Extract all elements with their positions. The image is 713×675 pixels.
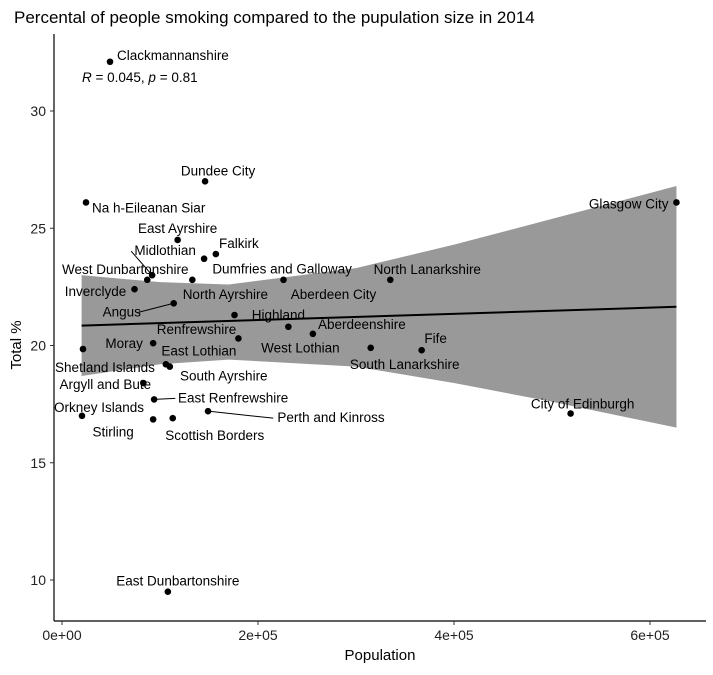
point-label: East Ayrshire [138, 221, 217, 236]
point-label: Stirling [93, 424, 134, 439]
data-point [169, 414, 177, 422]
point-label: Aberdeenshire [318, 317, 406, 332]
data-point [280, 276, 287, 284]
correlation-annotation: R = 0.045, p = 0.81 [82, 70, 198, 85]
regression-line [81, 305, 677, 327]
data-point [201, 178, 209, 185]
y-tick-label: 15 [30, 455, 46, 471]
y-tick-label: 10 [30, 572, 46, 588]
point-label: Dundee City [181, 163, 256, 178]
label-leader-line [138, 302, 174, 313]
point-label: South Lanarkshire [350, 357, 460, 372]
x-tick-label: 6e+05 [630, 627, 670, 643]
point-label: Midlothian [134, 243, 196, 258]
point-label: Falkirk [219, 236, 259, 251]
data-point [106, 58, 114, 66]
point-label: North Ayrshire [183, 287, 268, 302]
data-point [212, 250, 220, 258]
y-axis-label: Total % [8, 320, 25, 369]
point-label: Highland [252, 308, 305, 323]
p-symbol: p [147, 70, 156, 85]
point-label: Fife [424, 331, 447, 346]
point-label: East Dunbartonshire [116, 574, 239, 589]
data-point [78, 412, 86, 420]
point-label: West Lothian [261, 340, 340, 355]
data-point [285, 323, 292, 331]
point-label: Na h-Eileanan Siar [92, 200, 206, 215]
r-symbol: R [82, 70, 92, 85]
data-point [174, 236, 181, 244]
confidence-band-layer [81, 186, 677, 428]
chart-title: Percental of people smoking compared to … [14, 8, 535, 27]
label-leader-line [207, 410, 274, 419]
point-label: Glasgow City [589, 196, 669, 211]
point-label: Argyll and Bute [60, 377, 152, 392]
data-point [79, 345, 87, 353]
point-label: Renfrewshire [157, 322, 237, 337]
point-labels-layer: Clackmannanshire Na h-Eileanan Siar Dundee… [54, 48, 669, 589]
p-value: = 0.81 [156, 70, 198, 85]
axis-ticks: 0e+00 2e+05 4e+05 6e+05 10 15 20 25 30 [30, 103, 669, 643]
data-point [82, 199, 90, 206]
point-label: West Dunbartonshire [62, 262, 189, 277]
point-label: Angus [103, 304, 142, 319]
point-label: Aberdeen City [291, 287, 377, 302]
data-point [143, 276, 151, 284]
data-point [166, 363, 174, 370]
y-tick-label: 30 [30, 103, 46, 119]
x-tick-label: 2e+05 [238, 627, 278, 643]
data-point [673, 199, 680, 206]
x-tick-label: 4e+05 [434, 627, 474, 643]
points-layer [78, 58, 680, 596]
data-point [418, 346, 425, 354]
data-point [309, 330, 317, 338]
data-point [367, 344, 375, 352]
label-leader-line [130, 250, 153, 276]
y-tick-label: 25 [30, 220, 46, 236]
point-label: North Lanarkshire [374, 262, 481, 277]
point-label: Inverclyde [65, 284, 127, 299]
point-label: East Lothian [161, 343, 236, 358]
data-point [235, 335, 242, 342]
data-point [149, 339, 157, 347]
point-label: Perth and Kinross [277, 410, 385, 425]
point-label: Shetland Islands [55, 360, 155, 375]
data-point [149, 416, 157, 423]
point-label: South Ayrshire [180, 369, 268, 384]
label-leader-line [154, 397, 176, 400]
x-tick-label: 0e+00 [42, 627, 82, 643]
point-label: Dumfries and Galloway [212, 262, 352, 277]
data-point [164, 588, 172, 596]
data-point [567, 410, 574, 417]
x-axis-label: Population [345, 647, 416, 664]
y-tick-label: 20 [30, 338, 46, 354]
point-label: Scottish Borders [165, 428, 264, 443]
fit-line-layer [81, 305, 677, 327]
data-point [231, 311, 238, 319]
data-point [140, 379, 147, 387]
point-label: Clackmannanshire [117, 48, 229, 63]
point-label: City of Edinburgh [531, 397, 635, 412]
data-point [131, 285, 138, 293]
point-label: Orkney Islands [54, 400, 144, 415]
point-label: Moray [105, 336, 143, 351]
data-point [387, 276, 394, 284]
confidence-band [81, 186, 677, 428]
r-value: = 0.045, [92, 70, 149, 85]
point-label: East Renfrewshire [178, 390, 288, 405]
data-point [189, 276, 196, 284]
data-point [200, 255, 208, 263]
